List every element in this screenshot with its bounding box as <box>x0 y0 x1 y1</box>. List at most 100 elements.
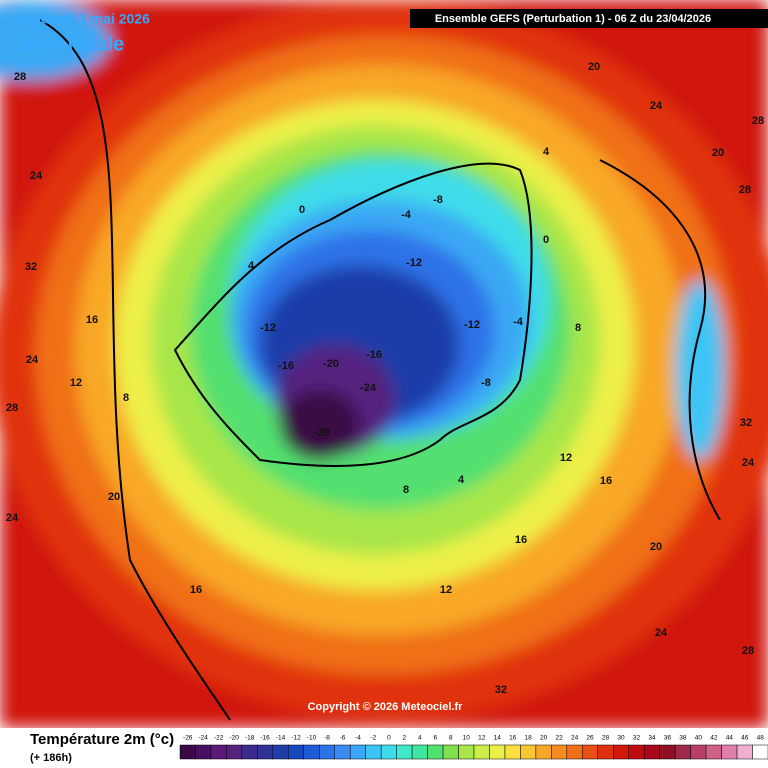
scale-label: 30 <box>617 735 625 742</box>
scale-label: 22 <box>555 735 563 742</box>
scale-swatch <box>334 744 351 760</box>
header-box <box>410 9 768 28</box>
scale-label: 8 <box>449 735 453 742</box>
scale-label: 48 <box>757 735 765 742</box>
scale-swatch <box>195 744 212 760</box>
scale-label: -26 <box>183 735 193 742</box>
contour-label: -16 <box>366 349 382 361</box>
scale-label: -20 <box>229 735 239 742</box>
contour-label: 16 <box>515 534 527 546</box>
map-labels: 28 20 24 28 20 28 24 32 24 16 12 8 4 0 -4 -8 -12 -12 -16 -2… <box>6 61 764 696</box>
scale-swatch <box>659 744 676 760</box>
scale-label: 14 <box>494 735 502 742</box>
scale-label: 18 <box>525 735 533 742</box>
scale-swatch <box>504 744 521 760</box>
scale-label: 28 <box>602 735 610 742</box>
color-scale: -26 -24 -22 -20 -18 -16 -14 -12 -10 -8 -6 -4 -2 0 2 4 6 8… <box>179 735 768 760</box>
contour-label: 8 <box>403 484 409 496</box>
scale-swatch <box>736 744 753 760</box>
scale-label: 6 <box>434 735 438 742</box>
scale-label: -4 <box>355 735 361 742</box>
scale-label: 26 <box>586 735 594 742</box>
contour-label: 4 <box>543 146 550 158</box>
legend-title: Température 2m (°c) <box>30 731 174 748</box>
contour-label: 8 <box>123 392 129 404</box>
contour-label: 12 <box>560 452 572 464</box>
scale-label: 2 <box>403 735 407 742</box>
scale-swatch <box>643 744 660 760</box>
scale-swatch <box>349 744 366 760</box>
contour-label: 28 <box>739 184 751 196</box>
scale-swatch <box>674 744 691 760</box>
contour-label: 24 <box>742 457 755 469</box>
contour-label: 20 <box>650 541 662 553</box>
scale-swatch <box>210 744 227 760</box>
date: Vendredi 1 mai 2026 <box>16 11 150 27</box>
scale-swatch <box>179 744 196 760</box>
contour-label: 0 <box>299 204 305 216</box>
scale-label: -8 <box>324 735 330 742</box>
contour-label: -12 <box>260 322 276 334</box>
contour-label: 32 <box>25 261 37 273</box>
scale-label: -10 <box>307 735 317 742</box>
contour-label: 32 <box>740 417 752 429</box>
contour-label: 28 <box>752 115 764 127</box>
scale-label: -6 <box>340 735 346 742</box>
scale-swatch <box>705 744 722 760</box>
scale-swatch <box>520 744 537 760</box>
scale-swatch <box>458 744 475 760</box>
scale-swatch <box>257 744 274 760</box>
contour-label: 4 <box>248 260 255 272</box>
scale-label: 36 <box>664 735 672 742</box>
scale-label: -16 <box>260 735 270 742</box>
scale-swatch <box>319 744 335 760</box>
scale-label: 16 <box>509 735 517 742</box>
scale-swatch <box>442 744 459 760</box>
contour-label: 16 <box>190 584 202 596</box>
scale-label: -24 <box>199 735 209 742</box>
scale-label: -12 <box>291 735 301 742</box>
scale-swatch <box>535 744 552 760</box>
scale-swatch <box>752 744 768 760</box>
contour-label: -8 <box>433 194 443 206</box>
contour-label: 16 <box>86 314 98 326</box>
scale-swatch <box>288 744 305 760</box>
scale-swatch <box>690 744 707 760</box>
contour-label: -8 <box>481 377 491 389</box>
copyright: Copyright © 2026 Meteociel.fr <box>308 701 464 713</box>
scale-swatch <box>427 744 444 760</box>
scale-label: -18 <box>245 735 255 742</box>
contour-label: 4 <box>458 474 465 486</box>
contour-label: 28 <box>6 402 18 414</box>
contour-label: 12 <box>440 584 452 596</box>
contour-label: -12 <box>406 257 422 269</box>
scale-label: 40 <box>695 735 703 742</box>
contour-label: 24 <box>30 170 43 182</box>
contour-label: 24 <box>650 100 663 112</box>
contour-label: 20 <box>108 491 120 503</box>
scale-label: 32 <box>633 735 641 742</box>
contour-label: -4 <box>401 209 412 221</box>
scale-swatch <box>396 744 413 760</box>
scale-swatch <box>303 744 320 760</box>
contour-label: 24 <box>655 627 668 639</box>
scale-label: 44 <box>726 735 734 742</box>
contour-label: 12 <box>70 377 82 389</box>
contour-label: 28 <box>742 645 754 657</box>
scale-swatch <box>272 744 289 760</box>
scale-label: 24 <box>571 735 579 742</box>
coastlines <box>39 19 721 721</box>
scale-label: 46 <box>741 735 749 742</box>
contour-label: -4 <box>513 316 524 328</box>
scale-swatch <box>721 744 738 760</box>
scale-swatch <box>489 744 506 760</box>
forecast-lead: (+ 186h) <box>30 752 72 764</box>
scale-label: 38 <box>679 735 687 742</box>
scale-label: 20 <box>540 735 548 742</box>
scale-swatch <box>473 744 490 760</box>
time: 2:00 locale <box>22 33 124 55</box>
scale-label: 10 <box>463 735 471 742</box>
model-info: Ensemble GEFS (Perturbation 1) - 06 Z du… <box>435 13 711 25</box>
contour-label: -28 <box>314 427 330 439</box>
